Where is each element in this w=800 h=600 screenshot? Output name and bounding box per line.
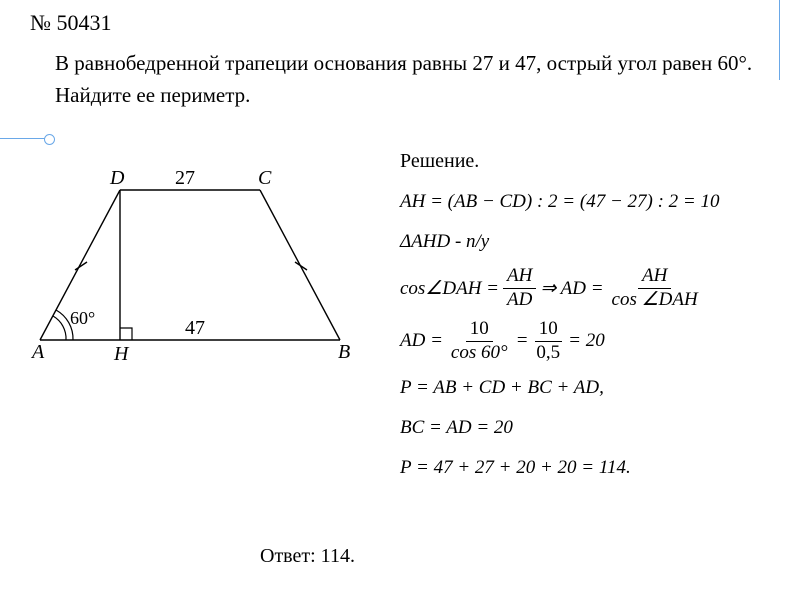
step-text: = 20 <box>568 324 605 358</box>
step-text: cos∠DAH = <box>400 272 499 306</box>
denominator: 0,5 <box>532 342 564 365</box>
page: № 50431 В равнобедренной трапеции основа… <box>0 0 800 600</box>
problem-number: № 50431 <box>30 10 112 36</box>
label-A: A <box>30 341 45 360</box>
solution-line-1: AH = (AB − CD) : 2 = (47 − 27) : 2 = 10 <box>400 185 790 219</box>
label-D: D <box>109 167 125 189</box>
numerator: 10 <box>535 318 562 342</box>
solution-line-6: BC = AD = 20 <box>400 411 790 445</box>
solution-line-7: P = 47 + 27 + 20 + 20 = 114. <box>400 451 790 485</box>
solution-line-5: P = AB + CD + BC + AD, <box>400 371 790 405</box>
solution-line-2: ΔAHD - п/у <box>400 225 790 259</box>
label-C: C <box>258 167 272 189</box>
decoration-line-vertical <box>779 0 780 80</box>
step-text: P = 47 + 27 + 20 + 20 = 114. <box>400 451 631 485</box>
solution-title: Решение. <box>400 150 479 173</box>
trapezoid-diagram: A B C D H 27 47 60° <box>20 140 360 360</box>
denominator: cos 60° <box>447 342 512 365</box>
fraction: AH cos ∠DAH <box>608 265 702 312</box>
step-text: P = AB + CD + BC + AD, <box>400 371 604 405</box>
fraction: AH AD <box>503 265 536 312</box>
numerator: AH <box>638 265 671 289</box>
step-text: BC = AD = 20 <box>400 411 513 445</box>
label-B: B <box>338 341 350 360</box>
decoration-line-horizontal <box>0 138 50 139</box>
numerator: AH <box>503 265 536 289</box>
label-angle: 60° <box>70 308 95 328</box>
answer: Ответ: 114. <box>260 545 355 568</box>
numerator: 10 <box>466 318 493 342</box>
label-bottom: 47 <box>185 317 205 339</box>
fraction: 10 0,5 <box>532 318 564 365</box>
solution-line-4: AD = 10 cos 60° = 10 0,5 = 20 <box>400 318 790 365</box>
step-text: = <box>516 324 529 358</box>
denominator: AD <box>503 289 536 312</box>
label-top: 27 <box>175 167 195 189</box>
step-text: AH = (AB − CD) : 2 = (47 − 27) : 2 = 10 <box>400 185 720 219</box>
step-text: ⇒ AD = <box>540 272 603 306</box>
denominator: cos ∠DAH <box>608 289 702 312</box>
step-text: ΔAHD - п/у <box>400 225 489 259</box>
label-H: H <box>113 343 130 360</box>
fraction: 10 cos 60° <box>447 318 512 365</box>
solution-steps: AH = (AB − CD) : 2 = (47 − 27) : 2 = 10 … <box>400 185 790 491</box>
solution-line-3: cos∠DAH = AH AD ⇒ AD = AH cos ∠DAH <box>400 265 790 312</box>
step-text: AD = <box>400 324 443 358</box>
problem-text: В равнобедренной трапеции основания равн… <box>55 48 755 111</box>
